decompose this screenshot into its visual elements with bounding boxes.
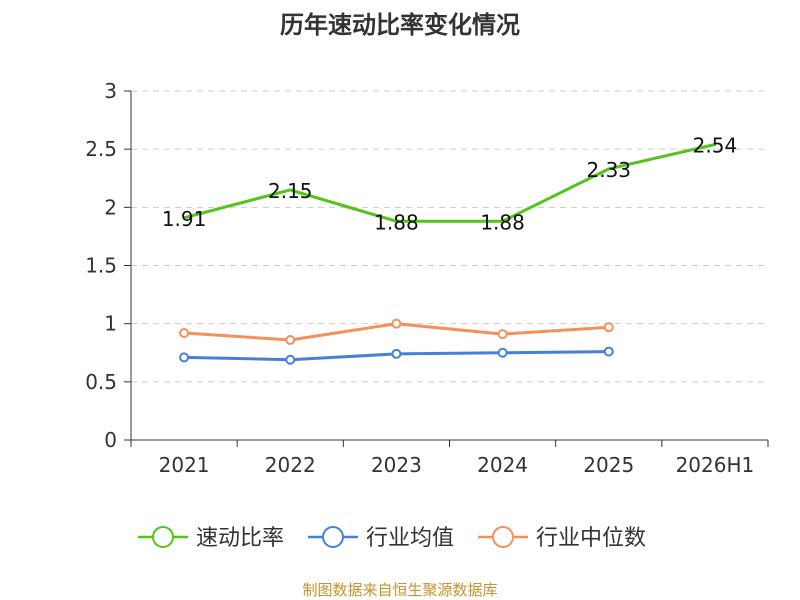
- series-point: [179, 327, 190, 338]
- series-point: [603, 322, 614, 333]
- legend-label: 行业中位数: [536, 526, 646, 551]
- grid: [131, 90, 768, 383]
- y-tick-label: 0: [104, 428, 117, 452]
- series-point: [603, 346, 614, 357]
- data-label: 2.54: [693, 134, 738, 158]
- legend-marker-icon: [322, 526, 344, 548]
- y-tick-label: 3: [104, 79, 117, 103]
- legend-label: 行业均值: [366, 526, 454, 551]
- x-tick-label: 2022: [265, 453, 316, 477]
- chart-title: 历年速动比率变化情况: [280, 11, 520, 39]
- series-point: [179, 352, 190, 363]
- legend-label: 速动比率: [196, 526, 284, 551]
- series-line-1: [182, 143, 717, 223]
- series-point: [391, 348, 402, 359]
- y-tick-label: 1.5: [85, 254, 117, 278]
- series-point: [391, 318, 402, 329]
- x-tick-label: 2026H1: [676, 453, 755, 477]
- series-point: [285, 334, 296, 345]
- data-labels: 1.91 2.15 1.88 1.88 2.33 2.54: [162, 134, 737, 235]
- y-tick-label: 1: [104, 312, 117, 336]
- data-label: 1.88: [480, 210, 525, 234]
- legend-item-1[interactable]: 速动比率: [138, 526, 284, 551]
- x-tick-label: 2024: [477, 453, 528, 477]
- axes: 0 0.5 1 1.5 2 2.5 3 2021 2022 2023 2024 2025 2026H1: [85, 79, 769, 477]
- x-tick-label: 2025: [583, 453, 634, 477]
- data-label: 1.91: [162, 207, 207, 231]
- legend-item-2[interactable]: 行业均值: [308, 526, 454, 551]
- data-label: 1.88: [374, 210, 419, 234]
- legend-marker-icon: [152, 526, 174, 548]
- legend[interactable]: 速动比率 行业均值 行业中位数: [138, 526, 646, 551]
- x-tick-label: 2023: [371, 453, 422, 477]
- series-point: [497, 329, 508, 340]
- legend-item-3[interactable]: 行业中位数: [478, 526, 646, 551]
- y-tick-label: 2.5: [85, 137, 117, 161]
- data-label: 2.33: [586, 158, 631, 182]
- y-tick-label: 2: [104, 195, 117, 219]
- series-point: [285, 354, 296, 365]
- source-note: 制图数据来自恒生聚源数据库: [302, 581, 497, 599]
- legend-marker-icon: [492, 526, 514, 548]
- series-point: [497, 347, 508, 358]
- y-tick-label: 0.5: [85, 370, 117, 394]
- series-layer: [179, 143, 717, 365]
- data-label: 2.15: [268, 179, 313, 203]
- x-tick-label: 2021: [159, 453, 210, 477]
